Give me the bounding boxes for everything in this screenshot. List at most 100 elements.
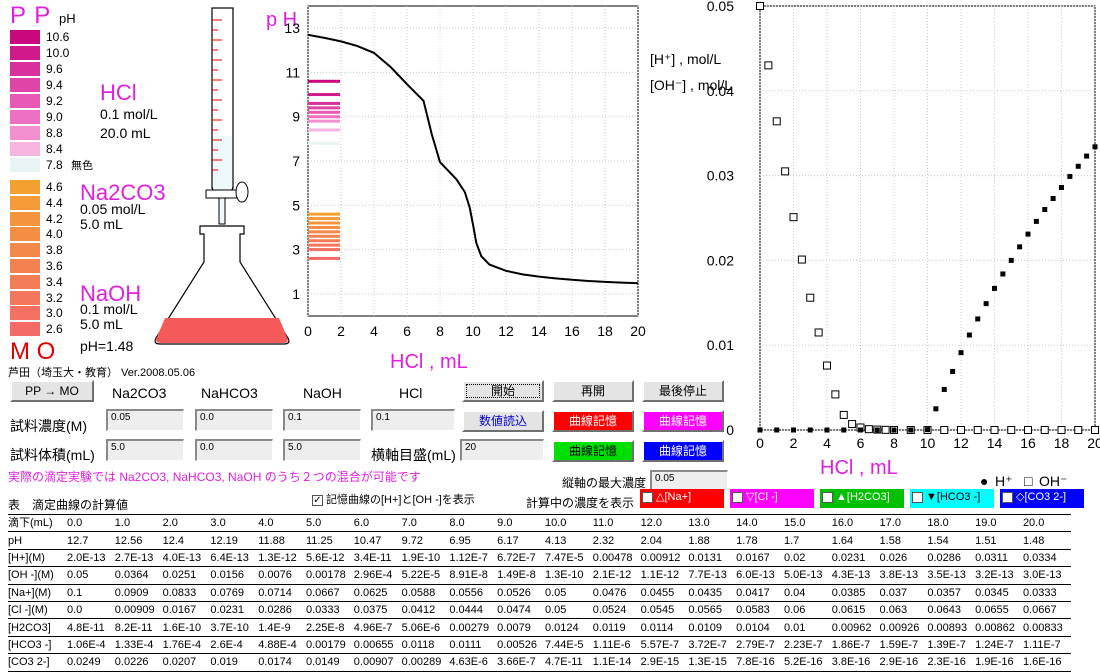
species-toggle-2[interactable]: ▲[H2CO3]: [820, 489, 904, 508]
species-toggle-4[interactable]: ◇[CO3 2-]: [1000, 489, 1084, 508]
h-ion-axis-label: [H⁺] , mol/L: [650, 51, 721, 67]
h-data-point: [774, 427, 780, 433]
h-data-point: [1092, 144, 1098, 150]
mo-level-value: 3.8: [46, 243, 63, 258]
nahco3-conc-input[interactable]: 0.0: [195, 409, 273, 431]
final-stop-button[interactable]: 最後停止: [642, 380, 724, 402]
table-cell: 0.00478: [592, 551, 633, 564]
xscale-input[interactable]: 20: [460, 439, 544, 461]
table-cell: 7.0: [401, 517, 417, 530]
table-cell: 7.47E-5: [544, 551, 584, 564]
table-cell: 3.5E-13: [927, 569, 966, 582]
pp-indicator-title: P P: [10, 2, 51, 30]
store-curve-magenta-button[interactable]: 曲線記憶: [642, 410, 724, 432]
show-stored-label: 記憶曲線の[H+]と[OH -]を表示: [326, 494, 475, 506]
store-curve-red-button[interactable]: 曲線記憶: [552, 410, 634, 432]
oh-data-point: [831, 390, 840, 399]
table-cell: 0.00833: [1022, 621, 1063, 634]
table-cell: 0.0286: [927, 551, 961, 564]
mixture-note: 実際の滴定実験では Na2CO3, NaHCO3, NaOH のうち２つの混合が…: [8, 470, 421, 484]
sample2-concentration: 0.1 mol/L: [80, 301, 138, 317]
species-toggle-3[interactable]: ▼[HCO3 -]: [910, 489, 994, 508]
max-conc-input[interactable]: 0.05: [650, 470, 728, 492]
ph-pp-band: [308, 141, 340, 145]
h-data-point: [1084, 153, 1090, 159]
h-data-point: [950, 368, 956, 374]
table-cell: 0.0104: [736, 621, 770, 634]
species-toggle-1[interactable]: ▽[Cl -]: [730, 489, 814, 508]
start-button[interactable]: 開始: [462, 380, 544, 402]
mo-level-row: 3.8: [10, 242, 70, 258]
restart-button[interactable]: 再開: [552, 380, 634, 402]
na2co3-conc-input[interactable]: 0.05: [106, 409, 184, 431]
h-data-point: [1059, 184, 1064, 190]
table-cell: 0.00862: [975, 621, 1015, 634]
species-checkbox[interactable]: [642, 491, 653, 503]
table-cell: 3.0: [210, 517, 226, 530]
pp-level-row: 10.0: [10, 45, 70, 61]
oh-data-point: [1091, 426, 1099, 434]
table-cell: 1.33E-4: [114, 638, 154, 651]
table-row: pH 12.7 12.56 12.4 12.19 11.88 11.25 10.47 9.72 6…: [8, 532, 1071, 550]
pp-level-value: 9.0: [46, 110, 63, 124]
species-checkbox[interactable]: [912, 491, 923, 503]
ph-curve-line: [307, 33, 639, 285]
table-cell: 0.0417: [736, 586, 770, 599]
table-row: [OH -](M) 0.05 0.0364 0.0251 0.0156 0.0076 0.0…: [8, 567, 1071, 585]
na2co3-vol-input[interactable]: 5.0: [106, 439, 184, 461]
table-cell: 2.79E-7: [736, 638, 775, 651]
table-cell: 2.23E-7: [783, 638, 823, 651]
titration-data-table: 滴下(mL) 0.0 1.0 2.0 3.0 4.0 5.0 6.0 7.0 8.0 9.0 10.0…: [8, 514, 1071, 672]
ph-y-tick-label: 5: [292, 197, 300, 213]
table-cell: 2.9E-16: [879, 656, 919, 669]
sample2-name: NaOH: [80, 281, 142, 306]
table-cell: 2.3E-16: [927, 656, 966, 669]
ph-mo-band: [308, 248, 340, 252]
table-cell: 1.48: [1022, 534, 1045, 547]
table-cell: 1.12E-7: [449, 551, 488, 564]
read-values-button[interactable]: 数値読込: [462, 410, 544, 432]
table-cell: 0.0385: [831, 586, 866, 599]
table-cell: 4.0E-13: [162, 551, 202, 564]
checkbox-box[interactable]: ✓: [312, 494, 323, 506]
ph-y-tick-label: 7: [292, 153, 300, 169]
table-cell: 0.037: [879, 586, 908, 599]
h-data-point: [757, 427, 763, 433]
conc-y-tick-label: 0.04: [707, 83, 734, 99]
table-cell: 0.00962: [831, 621, 872, 634]
pp-level-value: 10.6: [46, 30, 70, 44]
nahco3-vol-input[interactable]: 0.0: [195, 439, 273, 461]
table-cell: 0.05: [67, 569, 89, 582]
conc-x-tick-label: 12: [953, 435, 969, 451]
pp-to-mo-button[interactable]: PP → MO: [10, 380, 94, 402]
store-curve-green-button[interactable]: 曲線記憶: [552, 440, 634, 462]
hcl-conc-input[interactable]: 0.1: [371, 409, 455, 431]
table-cell: 0.0118: [401, 638, 435, 651]
mo-level-row: 3.0: [10, 305, 70, 321]
h-data-point: [908, 427, 914, 433]
table-cell: 1.54: [927, 534, 949, 547]
oh-data-point: [940, 426, 949, 434]
table-cell: 0.00909: [114, 604, 155, 617]
sample-conc-label: 試料濃度(M): [10, 418, 87, 434]
show-stored-checkbox[interactable]: ✓ 記憶曲線の[H+]と[OH -]を表示: [312, 491, 475, 507]
naoh-conc-input[interactable]: 0.1: [283, 409, 361, 431]
ph-mo-band: [308, 221, 340, 225]
species-toggle-0[interactable]: △[Na+]: [640, 489, 724, 508]
oh-data-point: [797, 255, 806, 264]
col-header-naoh: NaOH: [303, 385, 342, 401]
h-data-point: [1017, 244, 1023, 250]
species-checkbox[interactable]: [1002, 491, 1013, 503]
legend-h-marker: ●: [980, 473, 988, 489]
species-label: [HCO3 -]: [936, 491, 981, 503]
table-cell: 4.96E-7: [353, 621, 393, 634]
naoh-vol-input[interactable]: 5.0: [283, 439, 361, 461]
store-curve-blue-button[interactable]: 曲線記憶: [642, 440, 724, 462]
ph-y-tick-label: 11: [285, 64, 300, 80]
mo-level-value: 3.6: [46, 259, 63, 273]
table-cell: 20.0: [1022, 517, 1045, 530]
ph-pp-band: [308, 93, 340, 97]
species-checkbox[interactable]: [822, 491, 833, 503]
species-checkbox[interactable]: [732, 491, 743, 503]
h-data-point: [941, 386, 947, 392]
